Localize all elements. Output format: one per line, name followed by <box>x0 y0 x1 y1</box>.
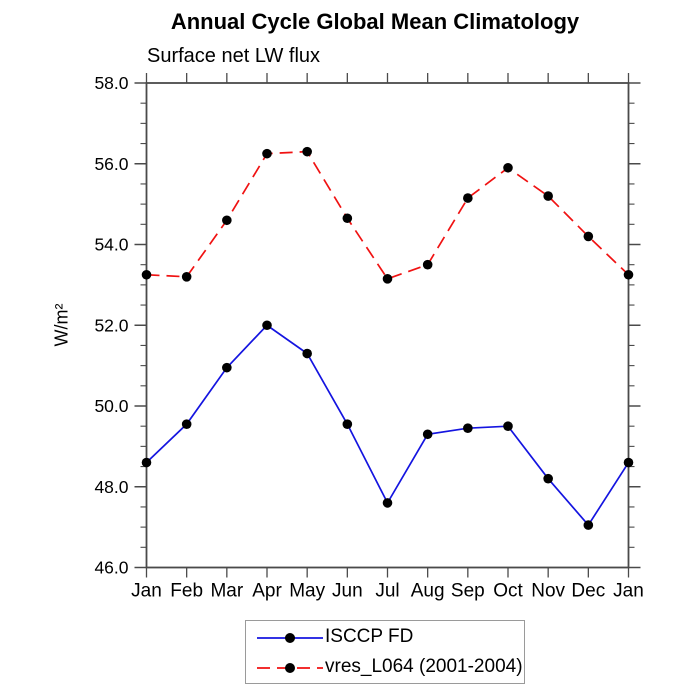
data-point-marker <box>623 457 634 468</box>
x-tick-label: Dec <box>571 581 605 602</box>
data-point-marker <box>342 419 353 429</box>
x-tick-label: Nov <box>531 581 565 602</box>
legend-sample-svg <box>257 663 323 673</box>
data-point-marker <box>302 146 312 157</box>
data-point-marker <box>583 231 594 242</box>
data-point-marker <box>181 419 192 429</box>
x-tick-label: May <box>289 581 325 602</box>
data-point-marker <box>503 162 513 173</box>
legend-line-sample-dashed <box>257 661 323 673</box>
data-point-marker <box>141 269 152 280</box>
data-point-marker <box>463 193 473 203</box>
series-line <box>146 150 630 280</box>
legend-line-sample-solid <box>257 631 323 643</box>
y-tick-label: 58.0 <box>94 73 128 93</box>
data-point-marker <box>302 348 312 359</box>
data-point-marker <box>262 148 272 159</box>
chart-subtitle: Surface net LW flux <box>147 45 321 67</box>
data-point-marker <box>222 362 232 373</box>
data-point-marker <box>262 320 272 331</box>
x-tick-label: Jan <box>613 581 644 602</box>
y-tick-label: 46.0 <box>94 558 128 578</box>
series-line <box>145 324 630 527</box>
y-tick-label: 50.0 <box>94 396 128 416</box>
data-point-marker <box>583 520 594 530</box>
x-tick-label: Jul <box>375 581 399 602</box>
y-tick-label: 54.0 <box>94 235 128 255</box>
data-point-marker <box>543 191 553 201</box>
y-tick-label: 48.0 <box>94 477 128 497</box>
legend-label: ISCCP FD <box>325 626 414 647</box>
legend-item-vres: vres_L064 (2001-2004) <box>246 652 524 682</box>
data-point-marker <box>141 457 152 468</box>
x-tick-label: Sep <box>451 581 485 602</box>
data-point-marker <box>503 421 513 431</box>
data-point-marker <box>543 473 553 484</box>
series-0 <box>141 320 634 530</box>
x-tick-labels: Jan Feb Mar Apr May Jun Jul Aug Sep Oct Nov Dec Jan <box>131 581 644 602</box>
x-tick-label: Mar <box>210 581 243 602</box>
x-tick-label: Jan <box>131 581 162 602</box>
chart-title: Annual Cycle Global Mean Climatology <box>170 9 580 34</box>
data-point-marker <box>382 274 393 284</box>
y-tick-label: 56.0 <box>94 154 128 174</box>
x-tick-label: Oct <box>493 581 523 602</box>
legend-sample-svg <box>257 633 323 643</box>
x-tick-label: Apr <box>252 581 282 602</box>
legend-box: ISCCP FD vres_L064 (2001-2004) <box>245 620 525 684</box>
data-point-marker <box>422 429 433 440</box>
data-point-marker <box>181 272 192 282</box>
axis-frame <box>145 82 630 569</box>
data-point-marker <box>463 423 473 434</box>
data-point-marker <box>342 213 353 224</box>
axis-ticks <box>134 73 641 578</box>
y-tick-label: 52.0 <box>94 315 128 335</box>
y-tick-labels: 46.0 48.0 50.0 52.0 54.0 56.0 58.0 <box>94 73 128 578</box>
x-tick-label: Jun <box>332 581 363 602</box>
series-1 <box>141 146 634 284</box>
data-point-marker <box>222 215 232 226</box>
x-tick-label: Aug <box>411 581 445 602</box>
data-point-marker <box>623 269 634 280</box>
data-point-marker <box>422 259 433 270</box>
legend-item-isccp: ISCCP FD <box>246 622 524 652</box>
data-point-marker <box>382 498 393 508</box>
legend-label: vres_L064 (2001-2004) <box>325 656 523 677</box>
x-tick-label: Feb <box>170 581 203 602</box>
